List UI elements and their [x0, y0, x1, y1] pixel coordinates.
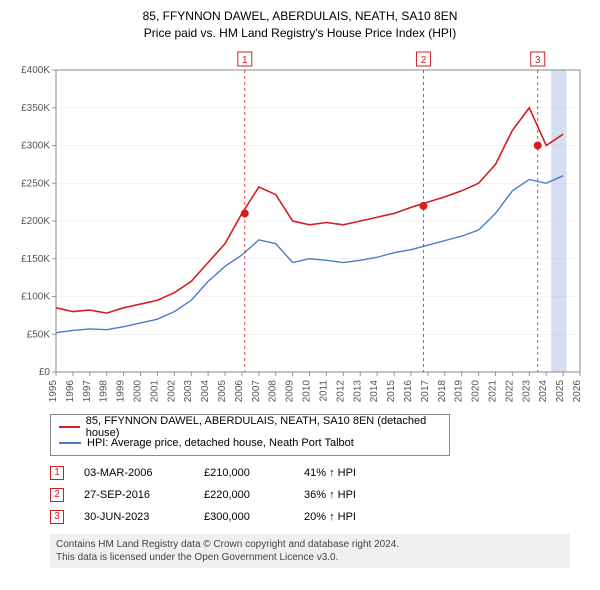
event-delta-1: 41% ↑ HPI [304, 467, 356, 479]
event-date-1: 03-MAR-2006 [84, 467, 184, 479]
svg-text:2020: 2020 [471, 379, 482, 402]
legend-swatch-1 [59, 442, 81, 444]
footer-attribution: Contains HM Land Registry data © Crown c… [50, 534, 570, 568]
svg-text:2014: 2014 [369, 379, 380, 402]
svg-text:2006: 2006 [234, 379, 245, 402]
event-num-2: 2 [50, 488, 64, 502]
svg-text:£400K: £400K [21, 65, 50, 76]
legend-swatch-0 [59, 426, 80, 428]
svg-text:2016: 2016 [403, 379, 414, 402]
svg-text:2: 2 [421, 55, 427, 66]
event-date-2: 27-SEP-2016 [84, 489, 184, 501]
svg-text:£250K: £250K [21, 178, 50, 189]
svg-text:2001: 2001 [149, 379, 160, 402]
title-block: 85, FFYNNON DAWEL, ABERDULAIS, NEATH, SA… [10, 8, 590, 42]
svg-text:2005: 2005 [217, 379, 228, 402]
chart-area: £0 £50K £100K £150K £200K £250K £300K £350K £400… [10, 48, 590, 408]
svg-text:£300K: £300K [21, 140, 50, 151]
legend-row: 85, FFYNNON DAWEL, ABERDULAIS, NEATH, SA… [59, 419, 441, 435]
footer-line2: This data is licensed under the Open Gov… [56, 551, 564, 564]
svg-text:1998: 1998 [99, 379, 110, 402]
svg-text:£100K: £100K [21, 291, 50, 302]
event-row: 2 27-SEP-2016 £220,000 36% ↑ HPI [50, 484, 590, 506]
event-delta-2: 36% ↑ HPI [304, 489, 356, 501]
svg-text:2018: 2018 [437, 379, 448, 402]
svg-text:1: 1 [242, 55, 248, 66]
chart-container: 85, FFYNNON DAWEL, ABERDULAIS, NEATH, SA… [0, 0, 600, 590]
legend-box: 85, FFYNNON DAWEL, ABERDULAIS, NEATH, SA… [50, 414, 450, 456]
svg-text:2011: 2011 [318, 379, 329, 401]
svg-text:2017: 2017 [420, 379, 431, 402]
svg-text:2007: 2007 [251, 379, 262, 402]
svg-text:1995: 1995 [48, 379, 59, 402]
svg-text:1999: 1999 [116, 379, 127, 402]
svg-text:2012: 2012 [335, 379, 346, 402]
svg-text:2010: 2010 [302, 379, 313, 402]
svg-text:£350K: £350K [21, 102, 50, 113]
title-line1: 85, FFYNNON DAWEL, ABERDULAIS, NEATH, SA… [10, 8, 590, 25]
svg-text:2008: 2008 [268, 379, 279, 402]
svg-text:£150K: £150K [21, 253, 50, 264]
svg-text:2023: 2023 [521, 379, 532, 402]
svg-text:£50K: £50K [27, 329, 51, 340]
event-price-1: £210,000 [204, 467, 284, 479]
svg-text:2025: 2025 [555, 379, 566, 402]
svg-text:2015: 2015 [386, 379, 397, 402]
svg-text:3: 3 [535, 55, 541, 66]
svg-text:2022: 2022 [504, 379, 515, 402]
footer-line1: Contains HM Land Registry data © Crown c… [56, 538, 564, 551]
event-row: 3 30-JUN-2023 £300,000 20% ↑ HPI [50, 506, 590, 528]
event-num-3: 3 [50, 510, 64, 524]
event-date-3: 30-JUN-2023 [84, 511, 184, 523]
legend-label-0: 85, FFYNNON DAWEL, ABERDULAIS, NEATH, SA… [86, 415, 441, 439]
svg-text:2000: 2000 [133, 379, 144, 402]
svg-text:2026: 2026 [572, 379, 583, 402]
event-num-1: 1 [50, 466, 64, 480]
svg-text:1996: 1996 [65, 379, 76, 402]
svg-text:2021: 2021 [487, 379, 498, 402]
event-row: 1 03-MAR-2006 £210,000 41% ↑ HPI [50, 462, 590, 484]
event-delta-3: 20% ↑ HPI [304, 511, 356, 523]
svg-text:2024: 2024 [538, 379, 549, 402]
svg-text:2013: 2013 [352, 379, 363, 402]
legend-label-1: HPI: Average price, detached house, Neat… [87, 437, 354, 449]
svg-text:2019: 2019 [454, 379, 465, 402]
svg-text:2003: 2003 [183, 379, 194, 402]
event-price-2: £220,000 [204, 489, 284, 501]
event-table: 1 03-MAR-2006 £210,000 41% ↑ HPI 2 27-SE… [50, 462, 590, 528]
svg-text:2002: 2002 [166, 379, 177, 402]
event-price-3: £300,000 [204, 511, 284, 523]
title-line2: Price paid vs. HM Land Registry's House … [10, 25, 590, 42]
chart-svg: £0 £50K £100K £150K £200K £250K £300K £350K £400… [10, 48, 590, 408]
svg-text:2009: 2009 [285, 379, 296, 402]
svg-text:1997: 1997 [82, 379, 93, 402]
svg-text:£200K: £200K [21, 216, 50, 227]
svg-text:£0: £0 [39, 367, 51, 378]
svg-text:2004: 2004 [200, 379, 211, 402]
